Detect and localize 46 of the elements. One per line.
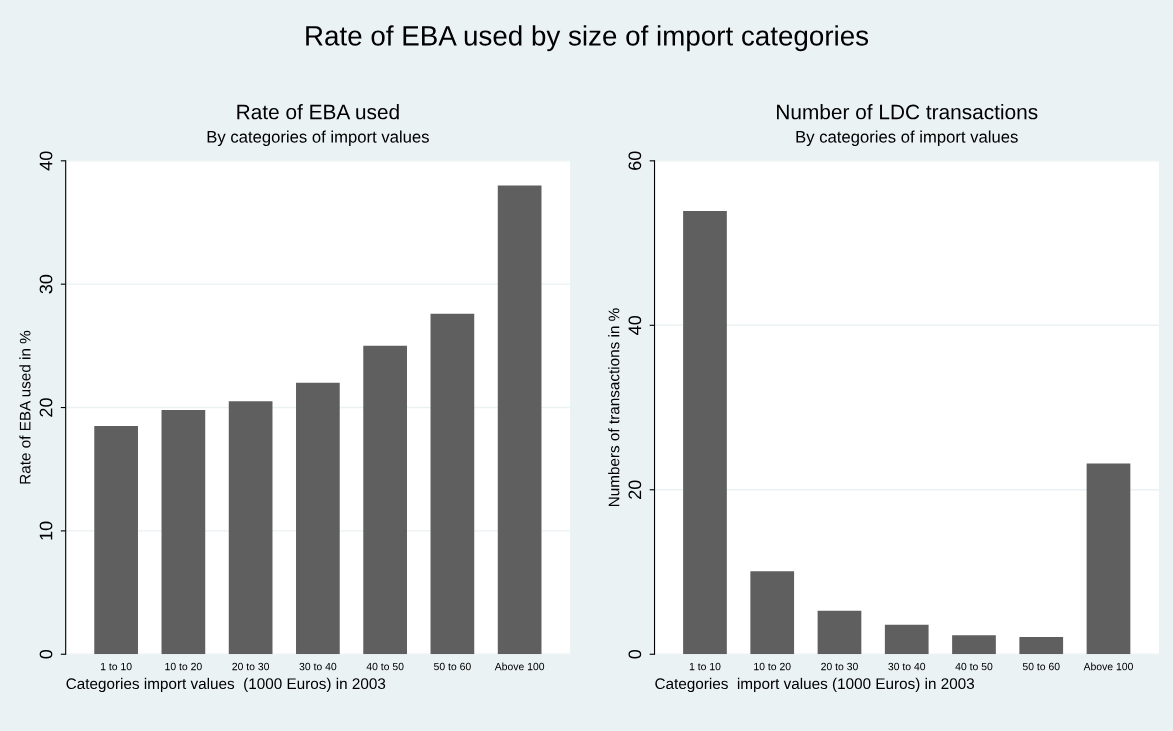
x-tick-label: 10 to 20: [165, 662, 202, 671]
x-tick-label: 1 to 10: [689, 662, 721, 671]
bar: [750, 571, 795, 655]
y-tick-label: 60: [628, 151, 642, 170]
y-tick-label: 40: [628, 315, 642, 335]
x-tick-label: Above 100: [494, 662, 545, 671]
bar: [1019, 636, 1064, 655]
x-tick-label: 30 to 40: [888, 662, 926, 671]
x-tick-label: Above 100: [1083, 662, 1133, 671]
bar: [430, 313, 475, 655]
x-tick-label: 40 to 50: [955, 662, 993, 671]
bar: [228, 401, 273, 655]
x-tick-label: 20 to 30: [232, 662, 270, 671]
bar: [161, 410, 206, 655]
y-axis-title: Rate of EBA used in %: [19, 330, 31, 484]
chart-title: Number of LDC transactions: [777, 104, 1038, 120]
x-tick-label: 20 to 30: [821, 662, 858, 671]
y-tick-label: 20: [628, 480, 642, 499]
x-axis-title: Categories import values (1000 Euros) in 2003: [655, 677, 975, 693]
bar: [497, 185, 542, 655]
x-tick-label: 50 to 60: [433, 662, 471, 671]
y-tick-label: 0: [628, 649, 642, 659]
x-tick-label: 1 to 10: [101, 662, 132, 671]
y-axis-title: Numbers of transactions in %: [608, 308, 620, 507]
bar: [952, 635, 996, 655]
chart-subtitle: By categories of import values: [796, 130, 1018, 147]
bar: [1086, 463, 1131, 655]
bar: [363, 345, 407, 655]
bar: [884, 624, 929, 655]
bar: [94, 426, 138, 655]
x-tick-label: 50 to 60: [1022, 662, 1060, 671]
x-tick-label: 10 to 20: [754, 662, 791, 671]
chart-title: Rate of EBA used: [237, 104, 399, 120]
y-tick-label: 20: [39, 398, 53, 417]
x-tick-label: 30 to 40: [299, 662, 337, 671]
chart-subtitle: By categories of import values: [207, 130, 429, 147]
bar: [817, 610, 862, 655]
x-axis-title: Categories import values (1000 Euros) in 2003: [66, 677, 386, 693]
x-tick-label: 40 to 50: [366, 662, 404, 671]
y-tick-label: 10: [39, 521, 53, 540]
y-tick-label: 30: [39, 274, 53, 294]
bar: [683, 210, 727, 655]
text: Rate of EBA used by size of import categories: [306, 25, 869, 52]
y-tick-label: 40: [39, 151, 53, 171]
y-tick-label: 0: [39, 649, 53, 659]
bar: [296, 382, 340, 655]
